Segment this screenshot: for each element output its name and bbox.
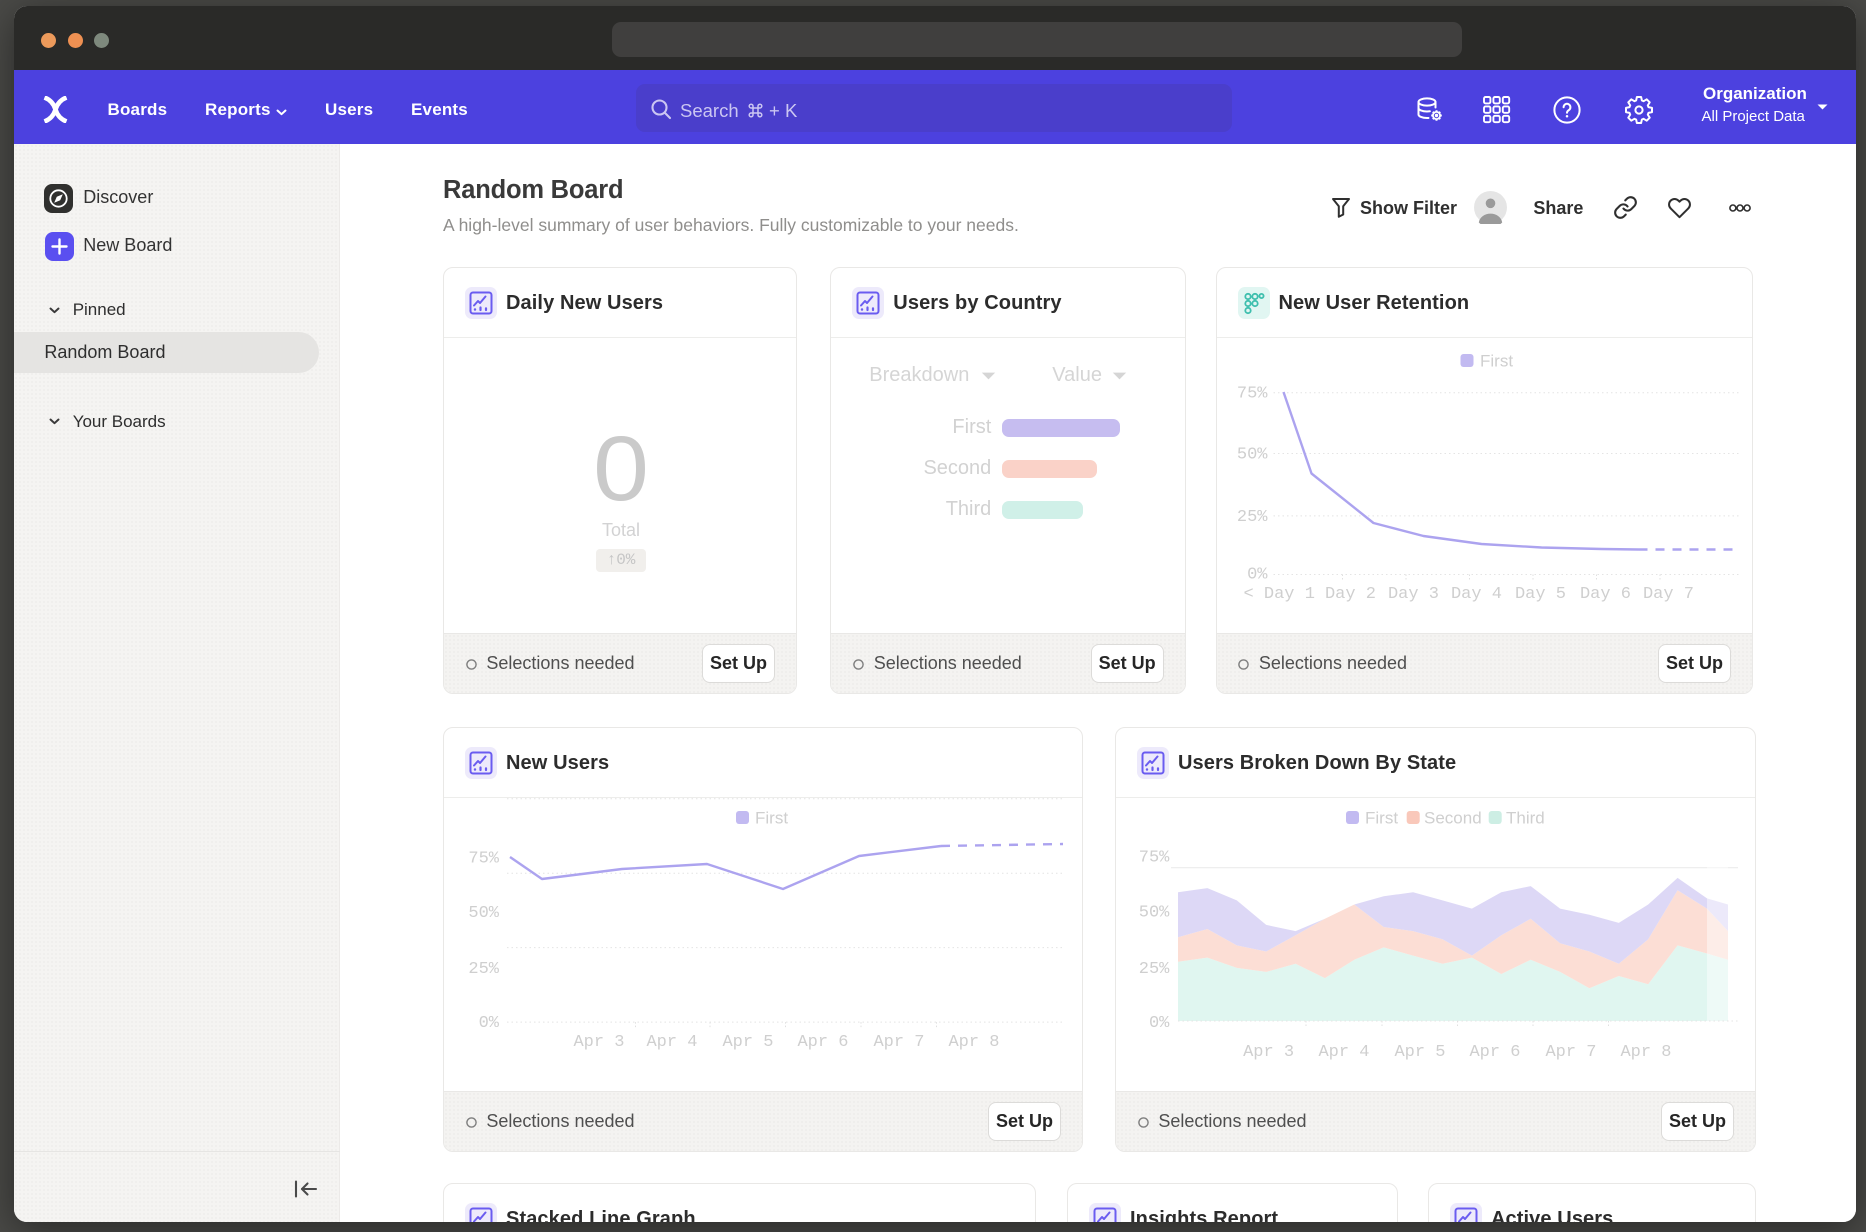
svg-text:Apr 8: Apr 8 — [1620, 1043, 1671, 1062]
svg-text:Apr 3: Apr 3 — [1243, 1043, 1294, 1062]
svg-text:50%: 50% — [1236, 445, 1267, 464]
svg-text:Apr 8: Apr 8 — [948, 1033, 999, 1052]
svg-text:Apr 3: Apr 3 — [573, 1033, 624, 1052]
svg-text:Day 5: Day 5 — [1514, 585, 1565, 604]
svg-text:Second: Second — [1424, 809, 1482, 828]
svg-text:First: First — [1480, 352, 1513, 371]
svg-text:Day 6: Day 6 — [1579, 585, 1630, 604]
svg-text:50%: 50% — [1139, 904, 1170, 923]
svg-text:< Day 1: < Day 1 — [1243, 585, 1314, 604]
svg-text:Apr 4: Apr 4 — [1318, 1043, 1369, 1062]
svg-text:25%: 25% — [1236, 508, 1267, 527]
svg-text:75%: 75% — [1236, 384, 1267, 403]
svg-text:Day 4: Day 4 — [1450, 585, 1501, 604]
svg-text:Day 2: Day 2 — [1324, 585, 1375, 604]
svg-text:75%: 75% — [1139, 848, 1170, 867]
svg-text:Apr 4: Apr 4 — [646, 1033, 697, 1052]
svg-text:0%: 0% — [1149, 1014, 1170, 1033]
svg-text:Apr 5: Apr 5 — [1394, 1043, 1445, 1062]
svg-text:Apr 7: Apr 7 — [1545, 1043, 1596, 1062]
svg-text:50%: 50% — [468, 904, 499, 923]
svg-text:Apr 5: Apr 5 — [722, 1033, 773, 1052]
svg-text:Apr 6: Apr 6 — [797, 1033, 848, 1052]
svg-text:25%: 25% — [468, 960, 499, 979]
svg-text:0%: 0% — [1247, 566, 1268, 585]
svg-text:First: First — [1365, 809, 1398, 828]
svg-text:75%: 75% — [468, 849, 499, 868]
svg-text:Day 3: Day 3 — [1387, 585, 1438, 604]
svg-text:Apr 7: Apr 7 — [873, 1033, 924, 1052]
svg-text:0%: 0% — [479, 1014, 500, 1033]
svg-text:25%: 25% — [1139, 960, 1170, 979]
svg-text:Day 7: Day 7 — [1642, 585, 1693, 604]
svg-text:First: First — [755, 809, 788, 828]
svg-text:Third: Third — [1506, 809, 1545, 828]
svg-text:Apr 6: Apr 6 — [1469, 1043, 1520, 1062]
